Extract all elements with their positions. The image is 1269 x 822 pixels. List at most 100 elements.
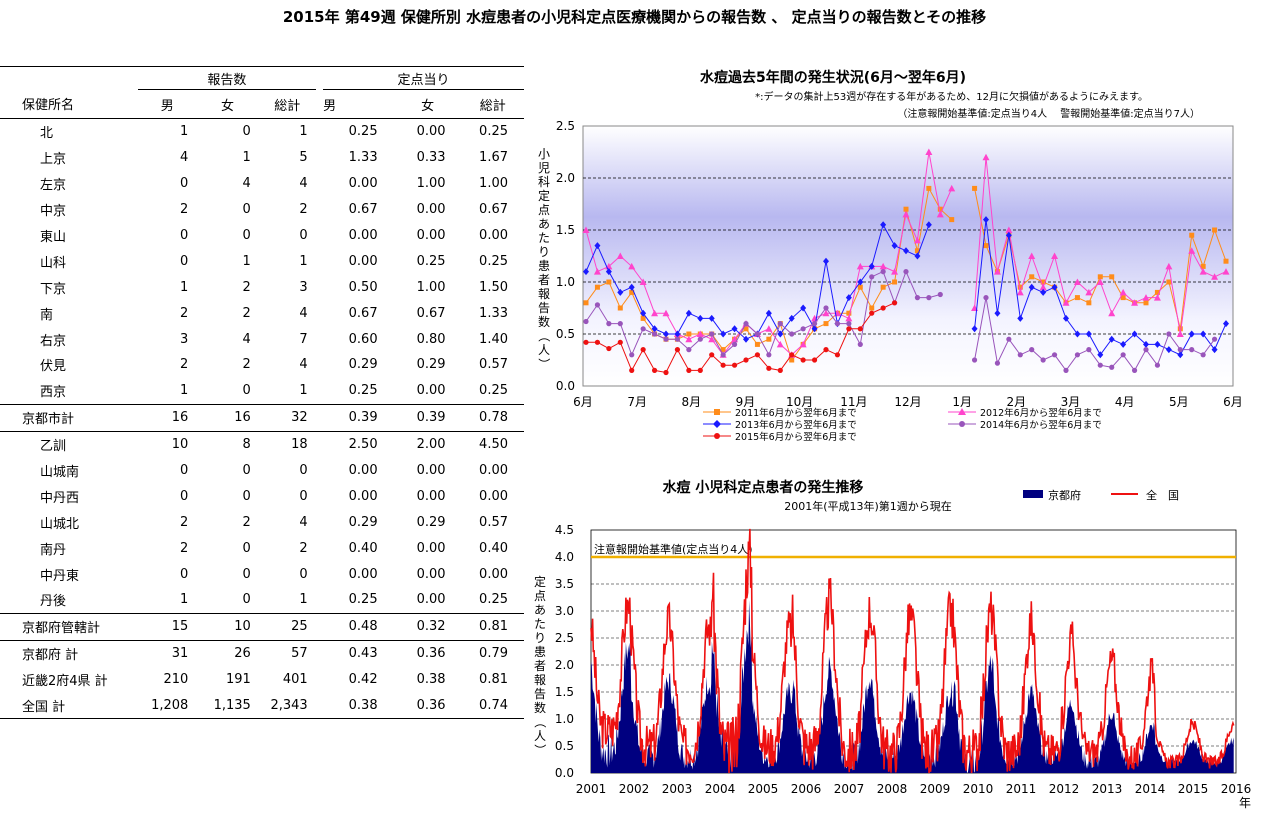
table-cell: 0.39	[323, 403, 394, 432]
data-point	[696, 330, 704, 337]
y-tick-label: 1.0	[555, 712, 574, 726]
data-point	[1166, 279, 1172, 285]
table-cell: 0.36	[393, 692, 462, 720]
table-cell: 0	[180, 566, 189, 582]
data-point	[1005, 226, 1013, 233]
table-cell: 4	[242, 176, 251, 192]
table-cell: 1	[299, 592, 308, 608]
table-cell: 401	[282, 672, 308, 688]
x-tick-label: 2010	[963, 782, 994, 796]
chart1-note-threshold: （注意報開始基準値:定点当り4人 警報開始基準値:定点当り7人）	[897, 107, 1200, 120]
legend-swatch-kyoto	[1023, 490, 1043, 498]
table-row: 中丹西 0 0 0 0.00 0.00 0.00	[0, 483, 524, 509]
table-cell: 1	[180, 279, 189, 295]
table-cell: 10	[196, 612, 259, 641]
table-cell: 2	[180, 305, 189, 321]
svg-text:者: 者	[534, 659, 546, 673]
data-point	[811, 325, 818, 333]
data-point	[800, 357, 806, 363]
table-cell: 0.39	[393, 403, 462, 432]
data-point	[754, 352, 761, 358]
data-point	[1017, 314, 1024, 322]
data-point	[1109, 274, 1115, 280]
data-point	[903, 247, 909, 255]
data-point	[766, 352, 772, 358]
svg-text:点: 点	[538, 203, 550, 217]
row-name: 中京	[40, 204, 67, 220]
data-point	[663, 336, 669, 342]
data-point	[594, 339, 601, 345]
data-point	[720, 347, 726, 353]
y-tick-label: 2.5	[556, 119, 575, 133]
table-cell: 3	[299, 279, 308, 295]
data-point	[674, 336, 681, 342]
legend-marker	[714, 409, 720, 415]
data-point	[811, 321, 818, 327]
table-cell: 2	[299, 540, 308, 556]
x-tick-label: 2015	[1178, 782, 1209, 796]
data-point	[629, 289, 635, 295]
svg-text:報: 報	[534, 673, 546, 687]
table-cell: 0	[242, 540, 251, 556]
data-point	[799, 340, 807, 348]
row-name: 京都府 計	[22, 648, 79, 664]
table-cell: 0	[242, 124, 251, 140]
data-point	[754, 331, 761, 337]
row-name: 西京	[40, 385, 67, 401]
table-cell: 0	[180, 463, 189, 479]
data-point	[1074, 352, 1081, 358]
svg-text:科: 科	[538, 175, 550, 189]
chart1-note: *:データの集計上53週が存在する年があるため、12月に欠損値があるようにみえま…	[755, 90, 1148, 103]
table-cell: 0.67	[348, 202, 378, 218]
table-cell: 16	[196, 403, 259, 432]
svg-text:）: ）	[537, 358, 551, 370]
data-point	[628, 283, 635, 291]
data-point	[1223, 320, 1229, 328]
table-cell: 4	[299, 176, 308, 192]
svg-text:（: （	[537, 330, 551, 342]
table-cell: 191	[225, 672, 251, 688]
five-year-chart: 水痘過去5年間の発生状況(6月～翌年6月) *:データの集計上53週が存在する年が…	[537, 69, 1243, 443]
legend-label-kyoto: 京都府	[1048, 488, 1081, 502]
data-point	[914, 295, 921, 301]
y-tick-label: 2.0	[555, 658, 574, 672]
x-tick-label: 2001	[576, 782, 607, 796]
national-line	[590, 528, 1235, 774]
table-cell: 0.38	[323, 692, 394, 720]
table-cell: 0	[180, 488, 189, 504]
table-cell: 0.67	[416, 305, 446, 321]
data-point	[1200, 330, 1207, 338]
row-name: 山城北	[40, 516, 80, 532]
data-point	[856, 262, 864, 270]
data-point	[617, 339, 623, 345]
data-point	[606, 279, 612, 285]
data-point	[1086, 347, 1092, 353]
data-point	[686, 347, 692, 353]
data-point	[983, 216, 989, 224]
table-cell: 0	[299, 566, 308, 582]
table-cell: 31	[171, 646, 189, 662]
table-row: 京都府管轄計 15 10 25 0.48 0.32 0.81	[0, 612, 524, 641]
data-point	[765, 325, 773, 332]
data-point	[1223, 258, 1229, 264]
data-point	[708, 314, 715, 322]
x-tick-label: 2009	[920, 782, 951, 796]
data-point	[1006, 336, 1012, 342]
data-point	[640, 315, 646, 321]
long-term-chart: 水痘 小児科定点患者の発生推移 2001年(平成13年)第1週から現在 京都府 全 国…	[533, 479, 1251, 810]
data-point	[1211, 346, 1218, 354]
svg-text:人: 人	[534, 729, 546, 743]
x-tick-label: 8月	[682, 395, 702, 409]
table-cell: 0.57	[479, 514, 508, 530]
x-tick-label: 1月	[952, 395, 972, 409]
data-point	[937, 206, 943, 212]
table-row: 南丹 2 0 2 0.40 0.00 0.40	[0, 535, 524, 561]
table-cell: 0.00	[479, 566, 508, 582]
svg-text:小: 小	[538, 147, 550, 161]
data-point	[822, 309, 830, 317]
table-cell: 4	[180, 150, 189, 166]
data-point	[1154, 340, 1161, 348]
y-tick-label: 2.5	[555, 631, 574, 645]
data-point	[651, 367, 658, 373]
table-cell: 0.81	[461, 612, 524, 641]
